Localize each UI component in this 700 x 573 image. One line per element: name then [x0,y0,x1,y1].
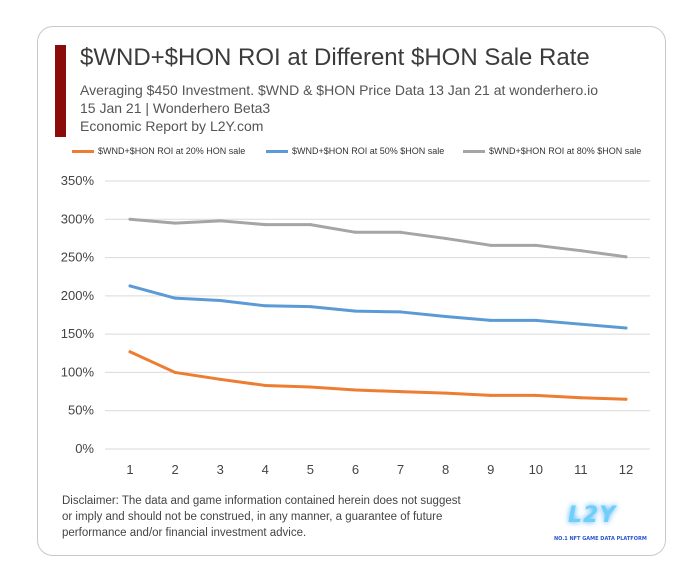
x-tick-label: 11 [574,462,588,477]
y-tick-label: 50% [68,403,94,418]
data-point [534,318,538,322]
data-point [399,390,403,394]
legend-label-80: $WND+$HON ROI at 80% $HON sale [489,146,642,156]
data-point [173,296,177,300]
subtitle-line-1: Averaging $450 Investment. $WND & $HON P… [80,82,599,98]
l2y-logo: L2Y NO.1 NFT GAME DATA PLATFORM [552,503,652,547]
title-accent-bar [55,45,66,137]
data-point [218,377,222,381]
data-point [308,385,312,389]
data-point [353,388,357,392]
y-tick-label: 100% [61,364,95,379]
data-point [489,318,493,322]
y-tick-label: 150% [61,326,95,341]
subtitle-line-2: 15 Jan 21 | Wonderhero Beta3 [80,100,271,116]
data-point [399,230,403,234]
data-point [489,243,493,247]
x-tick-label: 10 [529,462,543,477]
x-tick-label: 6 [352,462,359,477]
x-tick-label: 5 [307,462,314,477]
legend-swatch-20 [72,149,94,153]
subtitle-line-3: Economic Report by L2Y.com [80,118,264,134]
legend-item-80: $WND+$HON ROI at 80% $HON sale [463,146,641,156]
y-tick-label: 250% [61,250,95,265]
y-tick-label: 350% [61,173,95,188]
report-card [37,26,666,556]
data-point [263,223,267,227]
disclaimer-text: Disclaimer: The data and game informatio… [62,495,461,539]
series-line-1 [128,284,628,330]
legend-swatch-50 [266,149,288,153]
data-point [624,326,628,330]
data-point [218,298,222,302]
legend-item-20: $WND+$HON ROI at 20% HON sale [72,146,245,156]
x-tick-label: 9 [487,462,494,477]
chart-legend: $WND+$HON ROI at 20% HON sale $WND+$HON … [0,146,700,164]
data-point [489,393,493,397]
data-point [218,219,222,223]
data-point [534,243,538,247]
data-point [624,397,628,401]
data-point [579,322,583,326]
x-tick-label: 3 [217,462,224,477]
x-tick-label: 1 [126,462,133,477]
legend-item-50: $WND+$HON ROI at 50% $HON sale [266,146,444,156]
data-point [128,350,132,354]
data-point [263,304,267,308]
x-tick-label: 2 [171,462,178,477]
y-tick-label: 0% [75,441,94,456]
data-point [624,255,628,259]
data-point [173,370,177,374]
legend-label-50: $WND+$HON ROI at 50% $HON sale [292,146,445,156]
series-line-0 [128,350,628,401]
data-point [579,249,583,253]
data-point [263,383,267,387]
data-point [534,393,538,397]
data-point [173,221,177,225]
data-point [444,236,448,240]
x-tick-label: 7 [397,462,404,477]
x-tick-label: 4 [262,462,269,477]
data-point [353,230,357,234]
data-point [444,315,448,319]
data-point [353,309,357,313]
logo-tagline: NO.1 NFT GAME DATA PLATFORM [554,536,647,542]
data-point [399,310,403,314]
data-point [128,217,132,221]
logo-mark: L2Y [568,503,617,528]
legend-label-20: $WND+$HON ROI at 20% HON sale [98,146,246,156]
data-point [128,284,132,288]
data-point [308,305,312,309]
data-point [444,391,448,395]
series-line-2 [128,217,628,259]
x-tick-label: 8 [442,462,449,477]
data-point [308,223,312,227]
chart-title: $WND+$HON ROI at Different $HON Sale Rat… [80,44,590,71]
data-point [579,396,583,400]
y-tick-label: 200% [61,288,95,303]
legend-swatch-80 [463,149,485,153]
x-tick-label: 12 [619,462,633,477]
y-tick-label: 300% [61,211,95,226]
